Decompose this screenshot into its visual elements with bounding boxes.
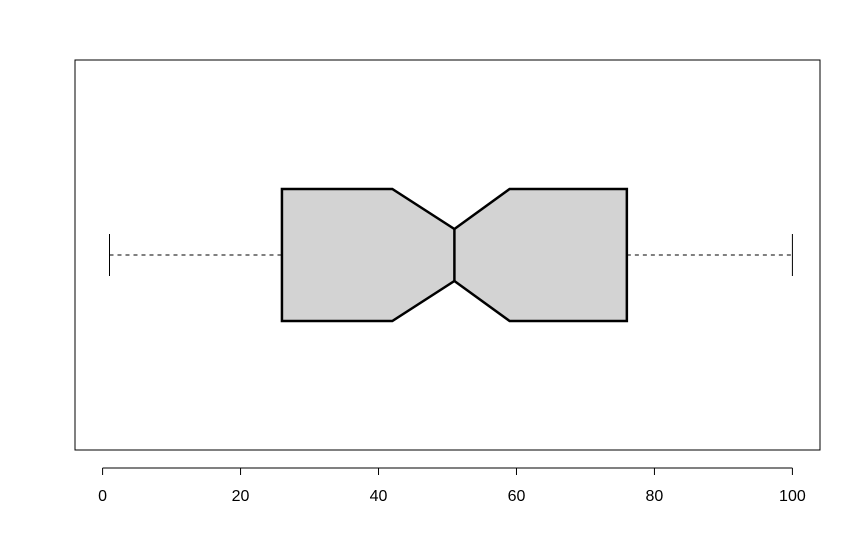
- boxplot-svg: 0 20 40 60 80 100: [0, 0, 865, 540]
- x-tick-label: 20: [232, 488, 250, 505]
- boxplot-chart: 0 20 40 60 80 100: [0, 0, 865, 540]
- x-tick-label: 80: [646, 488, 664, 505]
- x-tick-label: 100: [779, 488, 806, 505]
- x-tick-label: 0: [98, 488, 107, 505]
- x-tick-label: 40: [370, 488, 388, 505]
- x-tick-label: 60: [508, 488, 526, 505]
